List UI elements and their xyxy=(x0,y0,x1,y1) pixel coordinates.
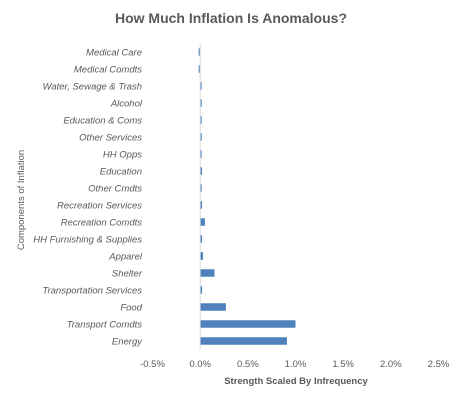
x-tick-label: 0.5% xyxy=(237,359,259,370)
category-label: Food xyxy=(120,303,142,314)
bar xyxy=(200,184,202,192)
bar xyxy=(200,252,204,260)
y-axis-title: Components of Inflation xyxy=(16,150,27,250)
bar xyxy=(200,218,205,226)
bar xyxy=(200,286,203,294)
bar xyxy=(200,99,202,107)
category-label: Other Services xyxy=(79,133,142,144)
category-label: Alcohol xyxy=(110,99,143,110)
bar xyxy=(200,303,226,311)
category-label: Education & Coms xyxy=(63,116,142,127)
x-tick-label: 1.5% xyxy=(332,359,354,370)
bar xyxy=(200,150,202,158)
category-label: HH Opps xyxy=(103,150,142,161)
x-axis-title: Strength Scaled By Infrequency xyxy=(224,376,368,387)
category-label: Transportation Services xyxy=(42,286,142,297)
category-label: Recreation Services xyxy=(57,201,142,212)
category-label: Transport Comdts xyxy=(67,320,143,331)
bar xyxy=(200,116,202,124)
category-label: HH Furnishing & Supplies xyxy=(33,235,142,246)
chart-title: How Much Inflation Is Anomalous? xyxy=(115,10,347,26)
bar xyxy=(200,337,287,345)
x-tick-label: 2.5% xyxy=(428,359,450,370)
category-label: Medical Comdts xyxy=(74,65,142,76)
x-tick-label: -0.5% xyxy=(140,359,165,370)
category-labels: Medical Care Medical Comdts Water, Sewage … xyxy=(33,48,143,348)
x-tick-label: 2.0% xyxy=(380,359,402,370)
bar xyxy=(200,167,203,175)
bar xyxy=(200,201,203,209)
x-tick-label: 0.0% xyxy=(189,359,211,370)
category-label: Recreation Comdts xyxy=(61,218,143,229)
x-tick-label: 1.0% xyxy=(285,359,307,370)
bar xyxy=(200,235,203,243)
bar xyxy=(200,133,202,141)
bar xyxy=(200,82,202,90)
category-label: Shelter xyxy=(112,269,143,280)
bar xyxy=(198,65,201,73)
category-label: Education xyxy=(100,167,142,178)
category-label: Other Cmdts xyxy=(88,184,142,195)
bar xyxy=(200,320,296,328)
category-label: Apparel xyxy=(108,252,143,263)
category-label: Energy xyxy=(112,337,143,348)
x-tick-labels: -0.5% 0.0% 0.5% 1.0% 1.5% 2.0% 2.5% xyxy=(140,359,450,370)
bar xyxy=(200,269,215,277)
category-label: Medical Care xyxy=(86,48,142,59)
category-label: Water, Sewage & Trash xyxy=(43,82,142,93)
bars-layer xyxy=(198,48,296,345)
bar xyxy=(198,48,201,56)
